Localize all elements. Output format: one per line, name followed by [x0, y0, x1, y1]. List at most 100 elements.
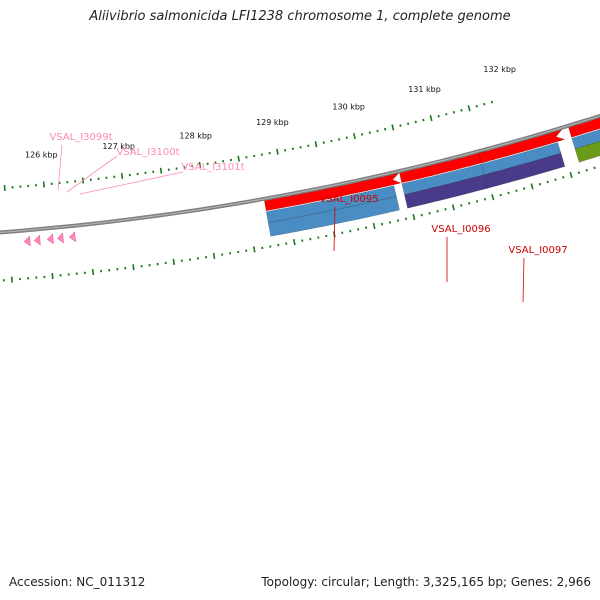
major-tick: [391, 124, 395, 131]
major-tick: [429, 114, 433, 122]
major-tick: [198, 161, 202, 169]
scale-label-129-kbp: 129 kbp: [256, 118, 289, 127]
minor-tick: [420, 213, 423, 217]
minor-tick: [380, 222, 384, 226]
minor-tick: [396, 219, 400, 222]
minor-tick: [428, 211, 431, 215]
major-tick: [132, 264, 135, 271]
major-tick: [91, 268, 95, 276]
minor-tick: [422, 118, 425, 122]
major-tick: [530, 183, 534, 190]
minor-tick: [523, 187, 526, 190]
minor-tick: [483, 197, 487, 201]
minor-tick: [404, 217, 408, 221]
major-tick: [51, 273, 54, 280]
backbone-highlight: [0, 115, 600, 233]
genome-summary-text: Topology: circular; Length: 3,325,165 bp…: [261, 575, 591, 589]
inner-tick-track: [3, 100, 494, 191]
minor-tick: [407, 122, 410, 126]
gene-leader-line: [333, 206, 336, 252]
minor-tick: [538, 182, 542, 186]
major-tick: [467, 105, 471, 112]
minor-tick: [554, 178, 557, 181]
minor-tick: [562, 176, 565, 179]
minor-tick: [437, 114, 440, 118]
major-tick: [491, 194, 495, 201]
scale-label-132-kbp: 132 kbp: [483, 65, 516, 74]
minor-tick: [490, 100, 494, 104]
major-tick: [172, 258, 175, 266]
scale-label-131-kbp: 131 kbp: [408, 85, 441, 94]
outer-tick-track: [2, 166, 596, 283]
minor-tick: [365, 226, 368, 229]
cds-arrow-3: [478, 129, 566, 164]
major-tick: [276, 148, 279, 155]
gene-lower-band-4: [571, 129, 600, 150]
minor-tick: [546, 180, 549, 184]
accession-text: Accession: NC_011312: [9, 575, 146, 589]
minor-tick: [515, 189, 518, 193]
major-tick: [120, 172, 124, 179]
scale-label-127-kbp: 127 kbp: [102, 142, 135, 151]
trna-marker: [68, 231, 77, 243]
trna-leader-line: [79, 171, 184, 195]
cds-arrow-4: [568, 117, 600, 138]
minor-tick: [593, 166, 596, 170]
trna-label-3: VSAL_I3101t: [181, 162, 244, 173]
minor-tick: [341, 231, 344, 235]
trna-leader-line: [66, 155, 118, 193]
trna-marker: [56, 232, 64, 244]
major-tick: [372, 222, 376, 230]
minor-tick: [585, 168, 588, 172]
minor-tick: [468, 202, 471, 205]
major-tick: [212, 252, 216, 260]
minor-tick: [507, 191, 510, 195]
gene-lower-band-3: [480, 142, 562, 175]
minor-tick: [577, 171, 581, 174]
scale-labels: 126 kbp 127 kbp 128 kbp 129 kbp 130 kbp 131 k…: [25, 65, 516, 160]
minor-tick: [483, 102, 486, 106]
major-tick: [569, 171, 573, 179]
gene-label-1: VSAL_I0095: [319, 194, 378, 205]
gene-features: VSAL_I0095 VSAL_I0096 VSAL_I0097: [264, 117, 600, 303]
major-tick: [451, 204, 455, 211]
cds-arrow-1: [264, 172, 402, 212]
gene-leader-line: [522, 257, 525, 303]
scale-label-130-kbp: 130 kbp: [332, 103, 365, 112]
minor-tick: [460, 204, 463, 207]
map-title: Aliivibrio salmonicida LFI1238 chromosom…: [89, 9, 511, 24]
minor-tick: [460, 108, 463, 112]
minor-tick: [444, 208, 447, 211]
trna-label-1: VSAL_I3099t: [49, 132, 112, 143]
gene-lower-band-1: [265, 185, 397, 223]
minor-tick: [445, 112, 448, 116]
major-tick: [353, 133, 356, 140]
minor-tick: [436, 209, 439, 213]
minor-tick: [349, 229, 352, 233]
gene-label-2: VSAL_I0096: [431, 224, 490, 235]
scale-label-128-kbp: 128 kbp: [179, 131, 212, 140]
major-tick: [252, 246, 256, 253]
minor-tick: [388, 221, 392, 224]
major-tick: [10, 276, 13, 283]
minor-tick: [475, 104, 478, 108]
major-tick: [42, 181, 45, 188]
trna-marker: [23, 235, 31, 247]
trna-leader-line: [57, 144, 63, 191]
minor-tick: [399, 124, 402, 127]
chromosome-backbone: [0, 113, 600, 235]
scale-label-126-kbp: 126 kbp: [25, 151, 58, 160]
minor-tick: [475, 200, 479, 203]
minor-tick: [384, 127, 387, 131]
minor-tick: [361, 133, 364, 136]
trna-marker: [33, 234, 41, 246]
trna-marker: [46, 233, 54, 245]
major-tick: [293, 239, 296, 246]
gene-label-3: VSAL_I0097: [508, 245, 567, 256]
minor-tick: [368, 131, 371, 134]
minor-tick: [452, 110, 456, 114]
major-tick: [412, 213, 416, 221]
minor-tick: [414, 120, 417, 124]
